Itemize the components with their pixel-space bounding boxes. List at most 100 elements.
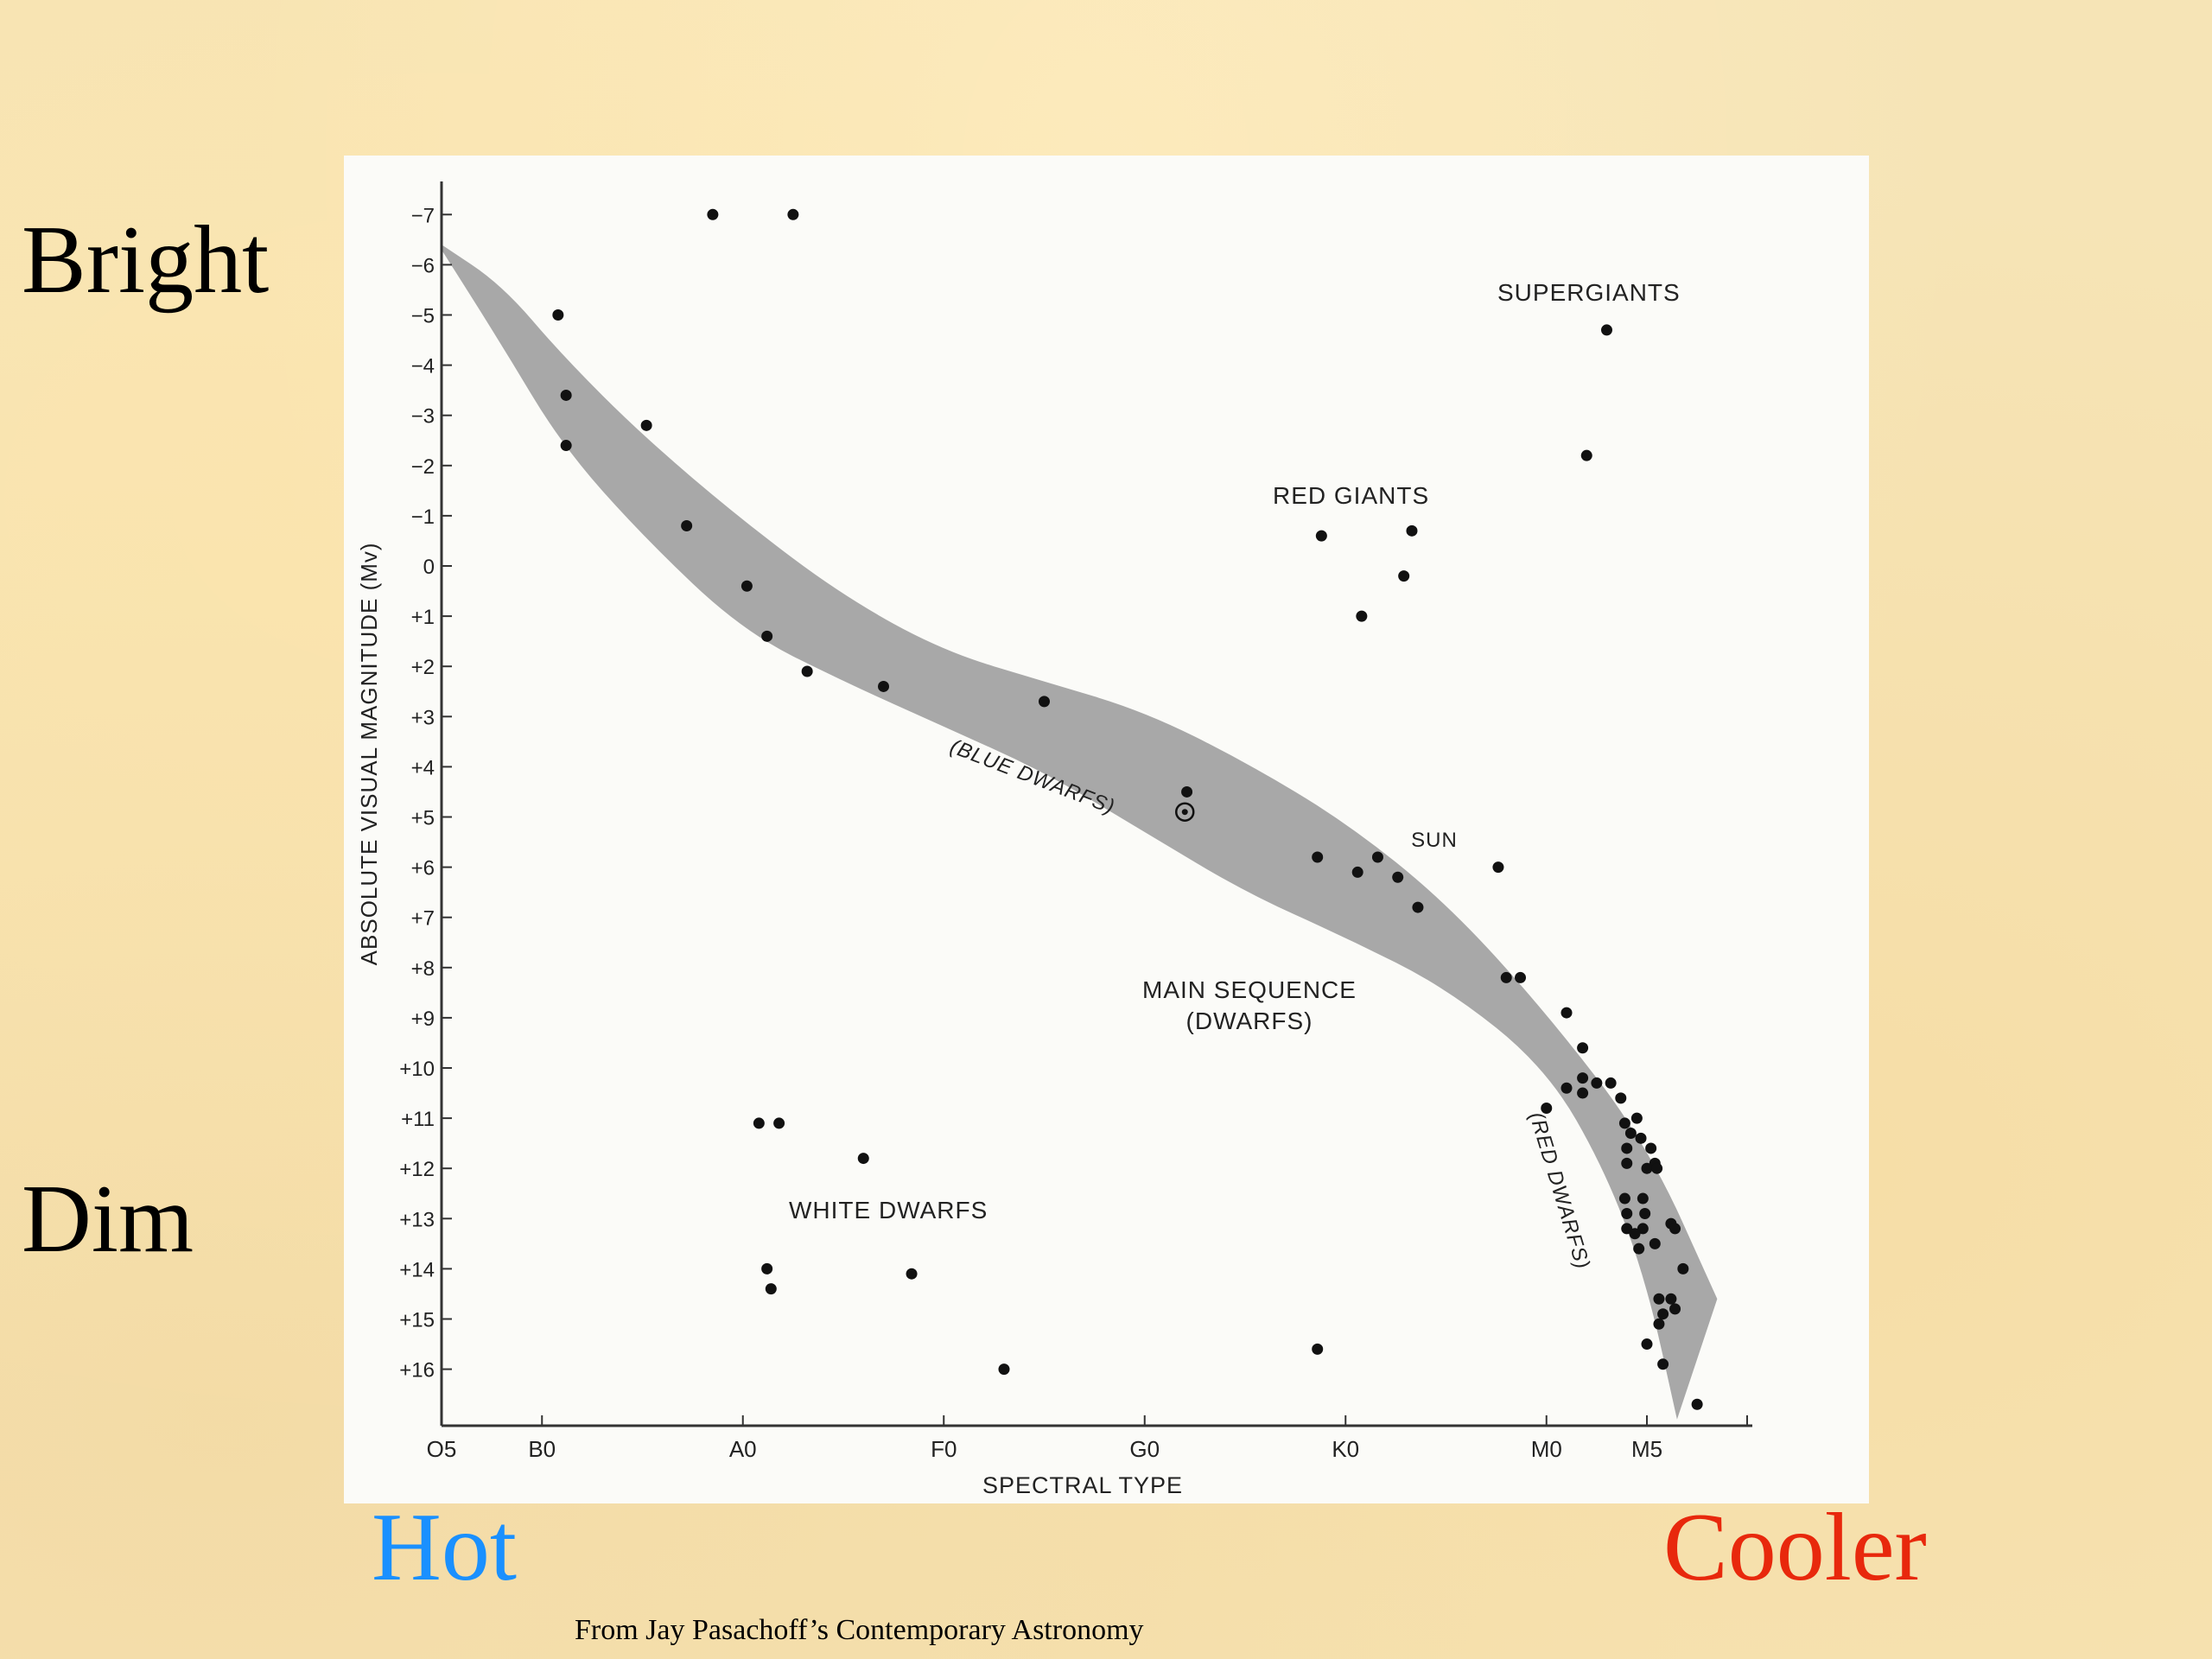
star-point (1580, 449, 1592, 461)
star-point (787, 208, 799, 220)
star-point (765, 1283, 777, 1295)
star-point (1653, 1318, 1665, 1330)
star-point (1577, 1072, 1589, 1084)
sun-symbol (1175, 802, 1195, 822)
star-point (998, 1363, 1010, 1376)
x-tick-label: K0 (1332, 1436, 1359, 1462)
dwarfs-label: (DWARFS) (1186, 1007, 1313, 1034)
hot-label: Hot (372, 1494, 517, 1601)
y-tick-label: −6 (411, 254, 435, 277)
sun-symbol-center (1181, 809, 1188, 816)
star-point (1669, 1223, 1681, 1235)
y-tick-label: +6 (411, 857, 435, 880)
star-point (761, 630, 773, 642)
star-point (1657, 1358, 1669, 1370)
y-tick-label: +1 (411, 606, 435, 629)
star-point (1492, 861, 1504, 874)
main-sequence-band (442, 245, 1718, 1420)
x-axis-title: SPECTRAL TYPE (982, 1472, 1183, 1498)
y-tick-label: +7 (411, 907, 435, 931)
star-point (1312, 1343, 1324, 1355)
star-point (1621, 1157, 1633, 1169)
y-tick-label: −3 (411, 405, 435, 429)
star-point (1181, 785, 1193, 798)
star-point (1621, 1142, 1633, 1154)
star-point (1615, 1092, 1627, 1104)
star-point (1351, 866, 1363, 878)
star-point (1641, 1338, 1653, 1351)
y-tick-label: +9 (411, 1007, 435, 1031)
star-point (801, 665, 813, 677)
star-point (1356, 610, 1368, 622)
star-point (1629, 1228, 1641, 1240)
plot-panel: −7 −6 −5 −4 −3 −2 −1 0 +1 +2 +3 +4 +5 +6 +7 +8 +9 +10 +11 +… (344, 156, 1869, 1503)
y-tick-label: −5 (411, 305, 435, 328)
star-point (1541, 1102, 1553, 1114)
main-sequence-label: MAIN SEQUENCE (1142, 976, 1357, 1003)
x-tick-label: F0 (931, 1436, 957, 1462)
star-point (640, 419, 652, 431)
star-point (707, 208, 719, 220)
y-tick-label: +10 (399, 1058, 435, 1081)
star-point (1691, 1398, 1703, 1410)
star-point (681, 520, 693, 532)
supergiants-label: SUPERGIANTS (1497, 279, 1681, 306)
star-point (1637, 1192, 1649, 1205)
x-tick-label: M0 (1531, 1436, 1562, 1462)
star-point (761, 1262, 773, 1274)
star-point (1624, 1128, 1637, 1140)
star-point (1406, 524, 1418, 537)
star-point (878, 680, 889, 692)
x-tick-label: O5 (427, 1436, 457, 1462)
x-tick-label: B0 (528, 1436, 556, 1462)
cooler-label: Cooler (1663, 1494, 1927, 1601)
star-point (1371, 851, 1383, 863)
star-point (560, 440, 572, 452)
star-point (1618, 1117, 1630, 1129)
star-point (1560, 1082, 1573, 1094)
star-point (906, 1268, 918, 1280)
star-point (1641, 1162, 1653, 1174)
y-tick-label: 0 (423, 556, 435, 579)
y-tick-label: +3 (411, 706, 435, 729)
star-point (1577, 1087, 1589, 1099)
star-point (773, 1117, 785, 1129)
star-point (753, 1117, 765, 1129)
sun-label: SUN (1411, 829, 1458, 852)
y-tick-label: −2 (411, 455, 435, 479)
y-tick-label: +14 (399, 1258, 435, 1281)
star-point (1645, 1142, 1657, 1154)
star-point (1500, 971, 1512, 983)
star-point (1677, 1262, 1689, 1274)
star-point (1392, 871, 1404, 883)
star-point (1398, 570, 1410, 582)
star-point (1665, 1293, 1677, 1305)
y-tick-label: −7 (411, 204, 435, 227)
red-giants-label: RED GIANTS (1273, 482, 1429, 509)
star-point (857, 1153, 869, 1165)
x-tick-label: M5 (1631, 1436, 1662, 1462)
star-point (1601, 324, 1612, 336)
y-tick-label: −4 (411, 355, 435, 378)
star-point (1591, 1077, 1603, 1089)
star-point (1315, 530, 1327, 542)
y-tick-label: −1 (411, 505, 435, 529)
star-point (1637, 1223, 1649, 1235)
star-point (1653, 1293, 1665, 1305)
star-point (1630, 1112, 1643, 1124)
star-point (1649, 1237, 1661, 1249)
white-dwarfs-label: WHITE DWARFS (789, 1197, 988, 1224)
star-point (1651, 1162, 1663, 1174)
star-point (741, 580, 753, 592)
star-point (1639, 1207, 1651, 1219)
star-point (1412, 901, 1424, 913)
y-tick-label: +8 (411, 957, 435, 981)
y-axis-title: ABSOLUTE VISUAL MAGNITUDE (Mv) (356, 542, 382, 965)
star-point (1621, 1207, 1633, 1219)
star-points (552, 208, 1703, 1410)
star-point (1635, 1132, 1647, 1144)
star-point (560, 389, 572, 401)
y-tick-label: +12 (399, 1158, 435, 1181)
y-tick-label: +5 (411, 807, 435, 830)
star-point (1039, 696, 1050, 708)
